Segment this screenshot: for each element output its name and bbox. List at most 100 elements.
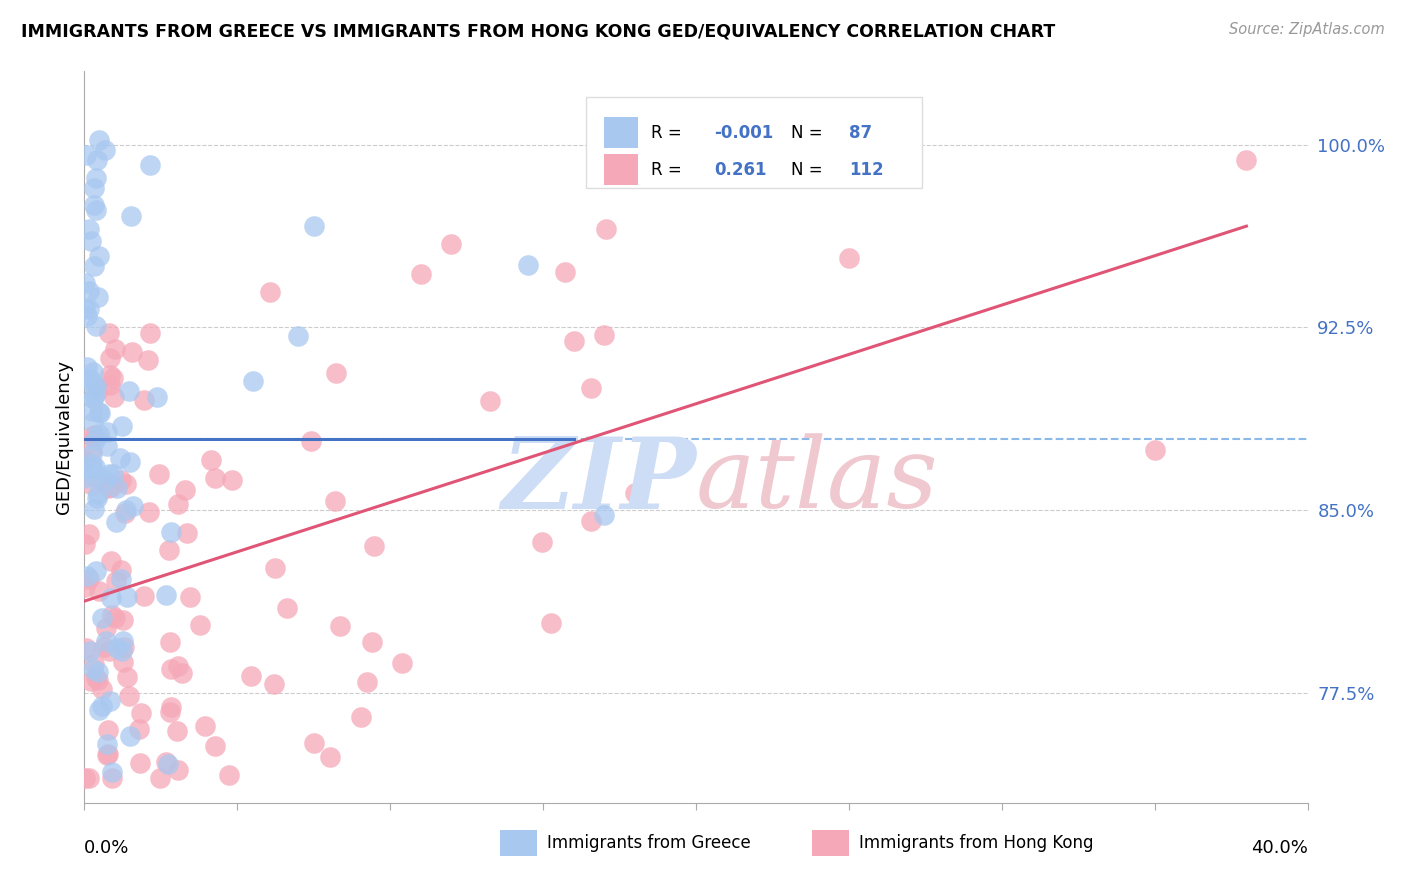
Point (75, 580, 97, 594)
Point (329, 618, 352, 632)
Point (82, 391, 104, 405)
Text: 0.261: 0.261 (714, 161, 766, 178)
Point (97, 467, 120, 481)
Point (1236, 153, 1258, 167)
Point (100, 554, 122, 568)
Point (138, 505, 160, 519)
Point (97, 747, 120, 761)
Point (75, 148, 97, 162)
Text: Immigrants from Greece: Immigrants from Greece (547, 834, 751, 852)
Point (97, 723, 120, 737)
Point (83, 259, 105, 273)
Point (166, 723, 188, 738)
Point (83, 657, 105, 671)
Point (87, 703, 110, 717)
Point (86, 383, 108, 397)
Point (121, 345, 143, 359)
Point (73, 772, 96, 786)
Point (97, 644, 120, 658)
Text: 0.0%: 0.0% (84, 839, 129, 857)
Point (167, 496, 190, 510)
Point (287, 329, 309, 343)
Point (94, 143, 117, 157)
Point (75, 471, 97, 485)
Point (90, 682, 112, 697)
Point (96, 439, 118, 453)
Point (139, 326, 162, 341)
Point (82, 443, 104, 458)
Point (595, 222, 617, 236)
Point (157, 542, 180, 557)
Point (747, 164, 769, 178)
Bar (605, 117, 638, 148)
Point (77, 772, 100, 786)
Point (391, 657, 413, 671)
Point (174, 483, 197, 498)
Point (325, 366, 347, 380)
Point (440, 236, 463, 251)
Point (356, 675, 378, 690)
Point (579, 515, 602, 529)
Point (103, 390, 125, 404)
Point (105, 640, 128, 655)
Point (104, 342, 127, 356)
Point (122, 499, 145, 513)
Point (79, 527, 101, 541)
Point (155, 588, 177, 602)
Point (411, 268, 433, 282)
Point (200, 453, 222, 467)
Point (167, 659, 190, 673)
Point (110, 563, 132, 577)
Text: Immigrants from Hong Kong: Immigrants from Hong Kong (859, 834, 1092, 852)
Point (104, 515, 127, 529)
Point (96, 425, 118, 439)
Point (112, 640, 135, 654)
Point (204, 470, 226, 484)
Point (218, 768, 240, 782)
Point (111, 644, 134, 658)
Point (87, 665, 110, 680)
Bar (501, 830, 537, 856)
Point (323, 493, 346, 508)
Point (83, 198, 105, 212)
Point (118, 455, 141, 469)
Point (112, 613, 135, 627)
Point (276, 600, 298, 615)
Text: N =: N = (792, 161, 828, 178)
Point (84, 318, 107, 333)
Point (110, 473, 132, 487)
Point (516, 258, 538, 272)
Point (80, 372, 103, 386)
Point (89, 406, 111, 420)
Point (129, 756, 152, 770)
Point (838, 251, 860, 265)
Point (562, 334, 585, 348)
Point (118, 384, 141, 398)
Point (94, 473, 117, 487)
Point (84, 170, 107, 185)
Text: Source: ZipAtlas.com: Source: ZipAtlas.com (1229, 22, 1385, 37)
Point (84, 428, 107, 442)
Text: R =: R = (651, 161, 686, 178)
Point (84, 564, 107, 578)
Point (1143, 443, 1166, 458)
Point (103, 370, 125, 384)
Bar (605, 154, 638, 185)
Point (160, 700, 183, 714)
Point (83, 381, 105, 395)
Point (77, 284, 100, 298)
Point (94, 633, 117, 648)
Point (115, 670, 138, 684)
Point (76, 309, 98, 323)
Point (80, 403, 103, 417)
Point (128, 723, 150, 737)
Point (87, 673, 110, 687)
Point (148, 467, 170, 481)
Point (624, 486, 647, 500)
Point (204, 739, 226, 753)
Point (100, 377, 122, 392)
Point (114, 506, 136, 520)
Point (82, 461, 104, 475)
Point (87, 290, 110, 304)
Point (73, 453, 96, 467)
